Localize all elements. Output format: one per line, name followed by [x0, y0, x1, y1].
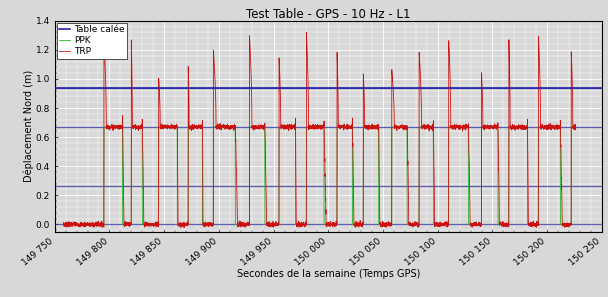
Line: PPK: PPK	[63, 127, 576, 225]
X-axis label: Secondes de la semaine (Temps GPS): Secondes de la semaine (Temps GPS)	[237, 269, 420, 279]
PPK	[98, 223, 106, 226]
TRP	[300, 220, 307, 224]
TRP	[345, 126, 352, 129]
PPK	[379, 223, 386, 226]
PPK	[197, 125, 204, 129]
PPK	[100, 125, 108, 129]
TRP	[303, 31, 310, 34]
Title: Test Table - GPS - 10 Hz - L1: Test Table - GPS - 10 Hz - L1	[246, 8, 410, 21]
TRP	[98, 222, 106, 226]
TRP	[379, 224, 387, 227]
Line: TRP: TRP	[63, 32, 576, 227]
PPK	[63, 223, 71, 226]
Y-axis label: Déplacement Nord (m): Déplacement Nord (m)	[24, 70, 34, 182]
PPK	[60, 223, 67, 226]
PPK	[572, 125, 579, 129]
TRP	[181, 225, 188, 229]
PPK	[345, 125, 352, 129]
TRP	[63, 223, 71, 227]
TRP	[60, 221, 67, 224]
TRP	[572, 124, 579, 127]
Legend: Table calée, PPK, TRP: Table calée, PPK, TRP	[57, 23, 127, 59]
PPK	[300, 223, 307, 226]
TRP	[197, 127, 204, 131]
